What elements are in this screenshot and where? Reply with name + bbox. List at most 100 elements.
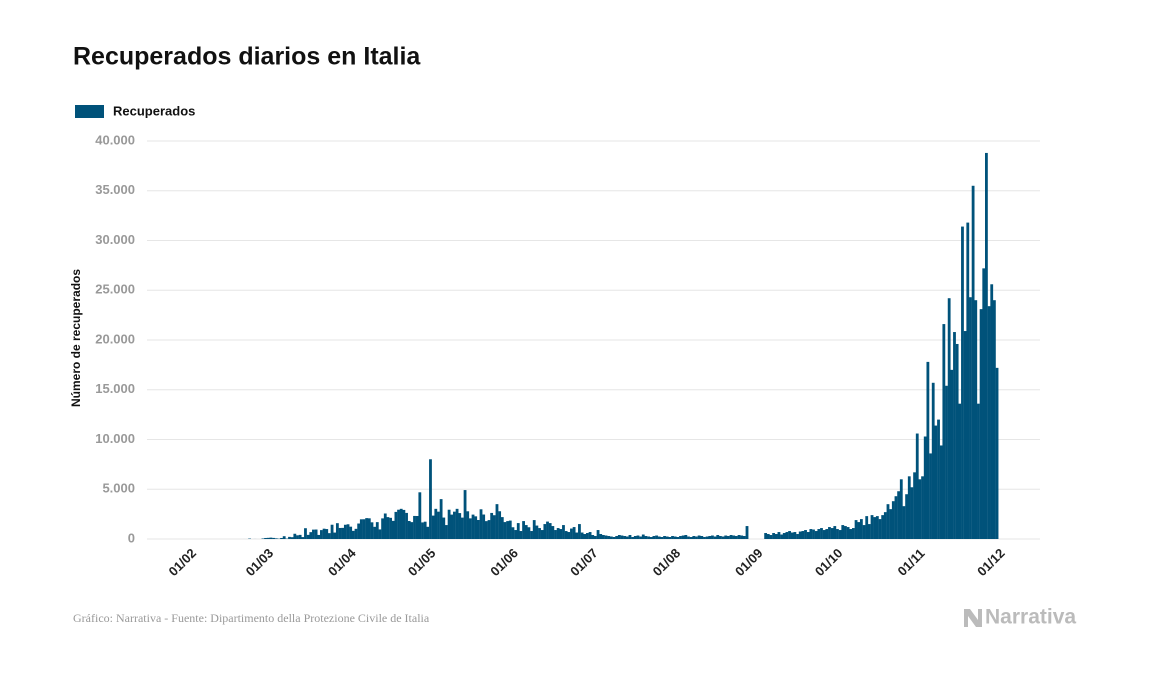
bar — [859, 519, 863, 539]
bar — [971, 185, 975, 539]
bar — [623, 536, 627, 539]
bar — [963, 331, 967, 539]
bar — [421, 522, 424, 539]
bar — [538, 528, 541, 539]
bar — [272, 537, 275, 539]
bar — [583, 534, 587, 539]
bar — [734, 536, 738, 539]
bar — [814, 531, 818, 539]
x-tick-label: 01/10 — [812, 545, 846, 579]
bar — [812, 529, 815, 539]
bar — [471, 514, 475, 539]
bar — [593, 536, 597, 539]
bar — [639, 536, 643, 539]
bar — [801, 531, 805, 539]
bar — [913, 472, 916, 539]
bar — [516, 523, 520, 539]
bar — [939, 445, 943, 539]
bar — [482, 514, 486, 539]
bar — [442, 517, 446, 539]
y-tick-label: 30.000 — [95, 232, 135, 247]
bar — [453, 511, 456, 539]
bar — [628, 535, 632, 539]
bar — [322, 528, 326, 539]
bar — [990, 284, 994, 539]
bar — [966, 222, 970, 539]
bar — [857, 522, 861, 539]
bar — [383, 513, 387, 539]
bar — [601, 535, 605, 539]
bar — [474, 516, 478, 539]
bar — [562, 525, 565, 539]
bar — [325, 529, 329, 539]
bar — [703, 537, 706, 539]
bar — [950, 369, 954, 539]
bar — [836, 529, 839, 539]
bar — [782, 533, 786, 539]
bar — [958, 403, 962, 539]
y-tick-label: 15.000 — [95, 381, 135, 396]
bar — [729, 535, 733, 539]
bar — [774, 534, 778, 539]
bar — [724, 535, 728, 539]
bar — [716, 535, 720, 539]
bar — [463, 490, 467, 539]
bar — [732, 535, 736, 539]
x-tick-label: 01/11 — [895, 546, 928, 579]
y-tick-label: 35.000 — [95, 182, 135, 197]
bar — [407, 521, 411, 539]
bar — [327, 533, 331, 539]
bar — [498, 511, 502, 539]
bar — [926, 361, 930, 539]
bar — [711, 535, 714, 539]
bar — [296, 535, 299, 539]
bar — [519, 531, 523, 539]
bar — [894, 496, 898, 539]
bar — [312, 529, 315, 539]
bar — [338, 527, 342, 539]
bar — [354, 528, 358, 539]
bar — [649, 537, 653, 539]
x-tick-label: 01/06 — [487, 545, 521, 579]
bar — [349, 526, 353, 539]
bar — [341, 527, 345, 539]
bar — [426, 526, 430, 539]
bar — [673, 536, 677, 539]
bar — [985, 152, 988, 539]
bar — [612, 537, 616, 539]
bar — [987, 306, 991, 539]
bar — [415, 516, 419, 539]
bar — [982, 268, 986, 539]
bar — [671, 536, 674, 539]
bar — [700, 536, 704, 539]
bar — [439, 499, 443, 539]
bar — [373, 526, 377, 539]
bar — [335, 523, 339, 539]
bar — [769, 535, 773, 539]
bar — [266, 537, 270, 539]
bar — [977, 403, 980, 539]
bar — [564, 531, 568, 539]
bar — [713, 536, 717, 539]
y-tick-label: 25.000 — [95, 282, 135, 297]
bar — [742, 536, 746, 539]
bar — [527, 527, 531, 539]
bar — [745, 526, 749, 539]
bar — [365, 518, 369, 539]
bar — [389, 517, 392, 539]
bar — [304, 528, 307, 539]
bar — [785, 532, 789, 539]
bar — [923, 436, 927, 539]
bar — [309, 532, 313, 539]
bar — [524, 525, 528, 539]
bar — [506, 521, 510, 539]
bar — [945, 385, 948, 539]
bar — [665, 536, 669, 539]
bar — [692, 536, 696, 539]
y-tick-label: 10.000 — [95, 431, 135, 446]
bar — [644, 536, 648, 539]
bar — [633, 536, 637, 539]
chart-title: Recuperados diarios en Italia — [73, 43, 421, 71]
bar — [636, 535, 640, 539]
bar — [687, 536, 690, 539]
